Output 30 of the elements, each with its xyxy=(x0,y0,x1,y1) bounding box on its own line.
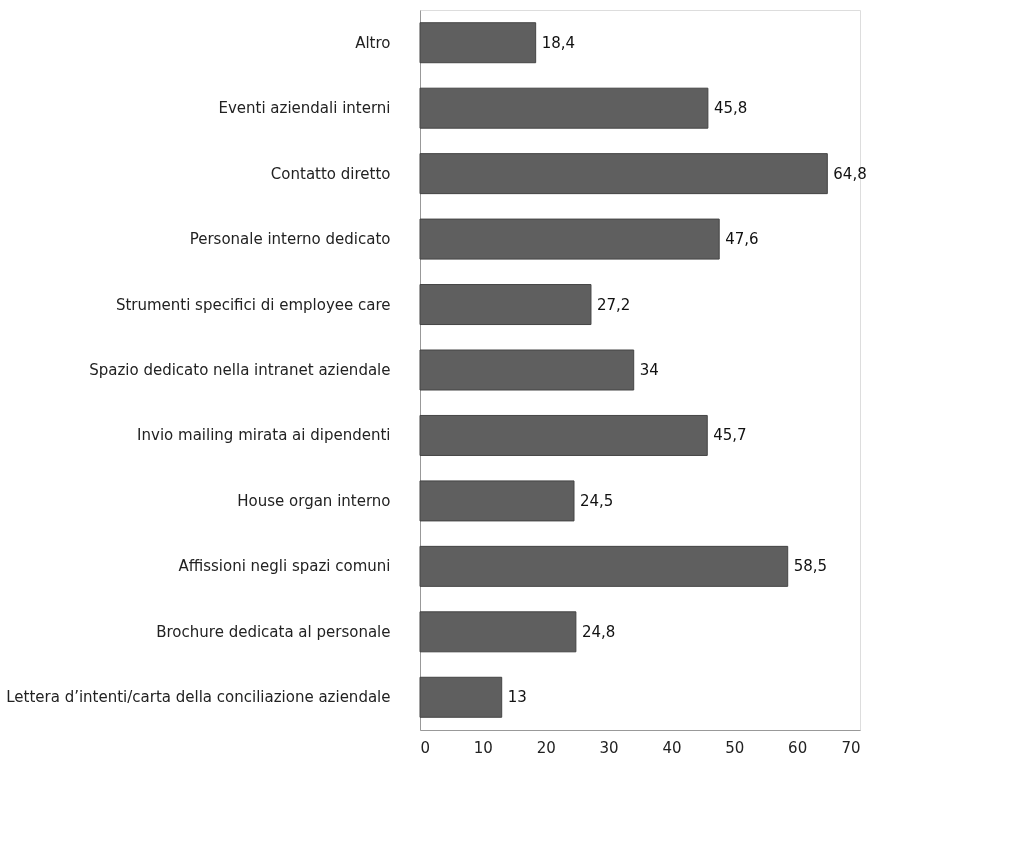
y-tick-label: Spazio dedicato nella intranet aziendale xyxy=(89,361,391,379)
data-label: 24,5 xyxy=(580,491,614,510)
x-tick-label: 70 xyxy=(841,738,861,757)
data-label: 58,5 xyxy=(793,557,828,576)
y-tick-label: Strumenti specifici di employee care xyxy=(115,295,391,314)
y-tick-label: Personale interno dedicato xyxy=(189,230,391,249)
data-label: 47,6 xyxy=(725,230,759,249)
x-tick-label: 20 xyxy=(536,738,556,757)
x-tick-label: 60 xyxy=(788,738,808,757)
y-tick-label: Affissioni negli spazi comuni xyxy=(178,557,391,576)
data-label: 34 xyxy=(639,361,659,379)
x-tick-label: 0 xyxy=(420,738,431,757)
data-label: 45,8 xyxy=(713,99,748,118)
data-label: 45,7 xyxy=(713,426,747,445)
x-tick-label: 30 xyxy=(599,738,619,757)
y-tick-label: Eventi aziendali interni xyxy=(218,99,391,118)
data-label: 18,4 xyxy=(541,33,576,52)
data-label: 27,2 xyxy=(596,295,631,314)
data-label: 13 xyxy=(507,688,527,707)
y-tick-label: Lettera d’intenti/carta della conciliazione aziendale xyxy=(6,688,391,707)
x-tick-label: 50 xyxy=(725,738,745,757)
x-tick-label: 40 xyxy=(662,738,682,757)
data-label: 64,8 xyxy=(833,164,867,183)
data-label: 24,8 xyxy=(581,622,616,641)
x-tick-label: 10 xyxy=(473,738,493,757)
y-tick-label: Altro xyxy=(355,33,391,52)
y-tick-label: House organ interno xyxy=(237,491,391,510)
y-tick-label: Contatto diretto xyxy=(270,164,391,183)
y-tick-label: Brochure dedicata al personale xyxy=(156,622,391,641)
y-tick-label: Invio mailing mirata ai dipendenti xyxy=(137,426,391,445)
